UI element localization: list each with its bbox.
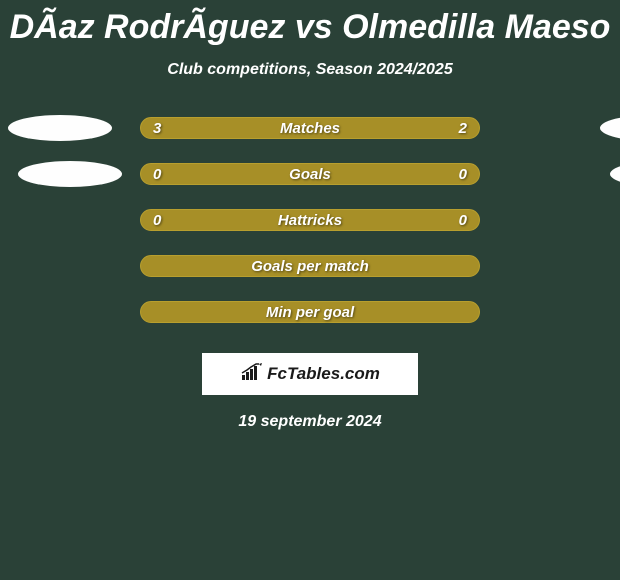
stat-value-right: 2 [459,120,467,137]
ellipse-icon [18,161,122,187]
stat-label: Goals per match [251,258,369,275]
logo-label: FcTables.com [267,364,380,384]
logo-content: FcTables.com [240,363,380,386]
stat-bar: 3 Matches 2 [140,117,480,139]
stat-bar: Min per goal [140,301,480,323]
stat-bar-container: Min per goal [140,301,480,323]
stat-row-goals-per-match: Goals per match [0,255,620,301]
stat-label: Matches [280,120,340,137]
stat-row-matches: 3 Matches 2 [0,117,620,163]
stat-bar-container: 3 Matches 2 [140,117,480,139]
stat-value-right: 0 [459,212,467,229]
stat-row-goals: 0 Goals 0 [0,163,620,209]
ellipse-icon [600,115,620,141]
stat-bar-container: Goals per match [140,255,480,277]
stat-label: Hattricks [278,212,342,229]
stat-bar-container: 0 Goals 0 [140,163,480,185]
stat-bar: 0 Goals 0 [140,163,480,185]
season-subtitle: Club competitions, Season 2024/2025 [0,61,620,79]
stat-row-hattricks: 0 Hattricks 0 [0,209,620,255]
stat-bar-container: 0 Hattricks 0 [140,209,480,231]
logo-box[interactable]: FcTables.com [202,353,418,395]
stat-bar: Goals per match [140,255,480,277]
stat-value-left: 0 [153,212,161,229]
stat-value-left: 0 [153,166,161,183]
stat-bar: 0 Hattricks 0 [140,209,480,231]
ellipse-icon [8,115,112,141]
main-container: DÃaz RodrÃguez vs Olmedilla Maeso Club c… [0,0,620,431]
stat-row-min-per-goal: Min per goal [0,301,620,347]
chart-icon [240,363,264,386]
stat-value-right: 0 [459,166,467,183]
ellipse-icon [610,161,620,187]
stat-value-left: 3 [153,120,161,137]
comparison-title: DÃaz RodrÃguez vs Olmedilla Maeso [0,8,620,47]
date-label: 19 september 2024 [0,413,620,431]
stat-label: Goals [289,166,331,183]
stat-label: Min per goal [266,304,354,321]
